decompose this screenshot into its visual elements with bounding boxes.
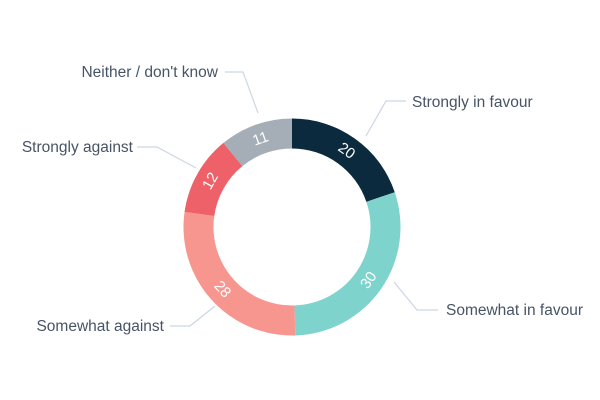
donut-segments xyxy=(183,118,401,336)
leader-line-strongly-against xyxy=(137,146,197,169)
leader-line-neither xyxy=(225,71,259,114)
leader-lines xyxy=(137,71,438,327)
leader-line-strongly-in-favour xyxy=(365,100,406,137)
donut-segment-neither-don-t-know[interactable] xyxy=(223,118,292,167)
leader-line-somewhat-against xyxy=(170,305,216,327)
segment-label-strongly-against: Strongly against xyxy=(21,139,133,156)
segment-label-neither: Neither / don't know xyxy=(81,64,218,81)
donut-segment-strongly-in-favour[interactable] xyxy=(292,118,395,202)
donut-segment-strongly-against[interactable] xyxy=(184,142,243,217)
segment-value-neither-don-t-know: 11 xyxy=(250,128,270,149)
leader-line-somewhat-in-favour xyxy=(393,281,438,311)
donut-segment-somewhat-in-favour[interactable] xyxy=(294,192,401,336)
segment-label-somewhat-in-favour: Somewhat in favour xyxy=(446,302,583,319)
segment-value-strongly-against: 12 xyxy=(199,170,222,193)
segment-label-somewhat-against: Somewhat against xyxy=(36,318,164,335)
segment-value-somewhat-in-favour: 30 xyxy=(357,269,380,292)
segment-label-strongly-in-favour: Strongly in favour xyxy=(412,94,533,111)
segment-value-strongly-in-favour: 20 xyxy=(335,139,358,163)
donut-segment-somewhat-against[interactable] xyxy=(183,211,296,336)
